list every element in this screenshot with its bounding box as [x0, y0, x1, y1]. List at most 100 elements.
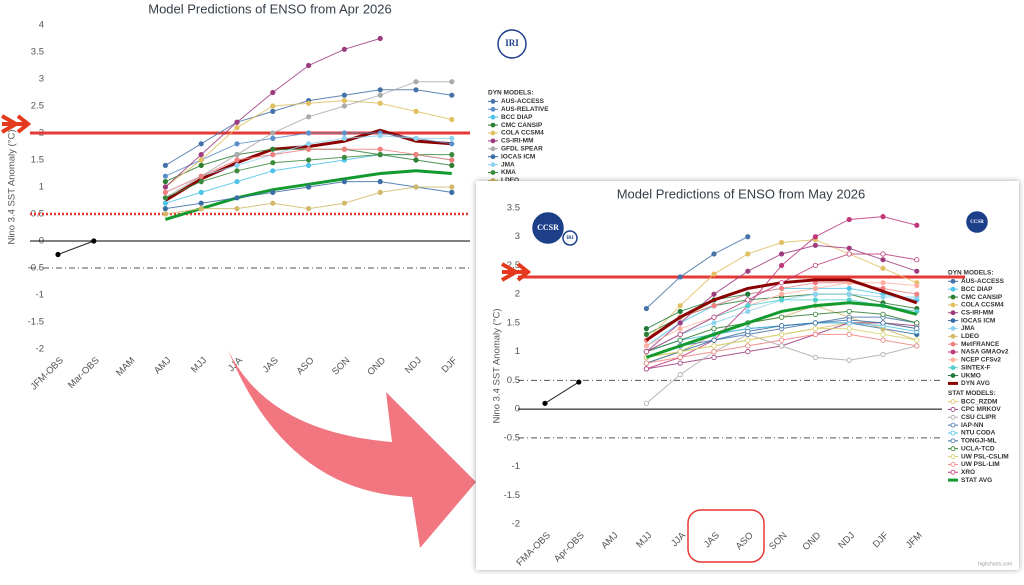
point [745, 337, 751, 343]
logo [532, 212, 564, 244]
point [91, 238, 97, 244]
point [914, 326, 920, 332]
x-tick-label: AMJ [152, 355, 173, 376]
point [745, 297, 751, 303]
y-tick-label: 3.5 [507, 203, 520, 214]
legend-marker [490, 170, 496, 175]
x-tick-label: DJF [440, 355, 460, 375]
point [198, 189, 204, 195]
point [914, 291, 920, 297]
point [305, 206, 312, 212]
point [341, 146, 347, 152]
point [711, 354, 717, 360]
credit: highcharts.com [978, 561, 1012, 567]
point [234, 168, 240, 174]
x-tick-label: SON [330, 355, 352, 377]
legend-marker [950, 326, 956, 331]
legend-label: TONGJI-ML [961, 438, 997, 445]
point [711, 337, 717, 343]
legend-marker [490, 138, 496, 144]
point [846, 291, 852, 297]
point [846, 245, 852, 251]
legend-label: UKMO [961, 372, 981, 379]
point [234, 206, 240, 212]
point [711, 303, 717, 309]
point [778, 239, 785, 246]
point [812, 331, 819, 337]
point [162, 206, 168, 212]
point [846, 331, 852, 337]
y-tick-label: 1 [515, 346, 520, 357]
legend-marker [950, 430, 956, 436]
point [812, 242, 819, 248]
legend-label: IOCAS ICM [501, 153, 535, 160]
legend-label: CS-IRI-MM [961, 309, 994, 316]
point [449, 135, 455, 141]
y-tick-label: -1 [36, 290, 44, 301]
legend-label: UW PSL-CSLIM [961, 453, 1009, 460]
pointer-arrow [501, 262, 532, 282]
point [198, 173, 204, 179]
point [880, 351, 886, 358]
point [914, 337, 920, 343]
series-line [645, 301, 918, 359]
point [198, 200, 204, 206]
point [677, 354, 683, 360]
point [377, 35, 383, 42]
x-tick-label: Mar-OBS [66, 355, 102, 391]
point [198, 152, 204, 158]
pointer-arrow [1, 114, 32, 134]
point [576, 379, 582, 385]
point [778, 331, 785, 337]
y-tick-label: -2 [36, 344, 44, 355]
legend-marker [950, 357, 956, 363]
y-tick-label: 1.5 [31, 155, 44, 166]
point [914, 268, 920, 274]
y-tick-label: -0.5 [504, 432, 520, 443]
y-tick-label: 0 [515, 404, 520, 415]
logo-text: IRI [566, 236, 574, 241]
point [449, 116, 455, 123]
legend-marker [950, 365, 956, 371]
point [341, 103, 347, 109]
point [677, 274, 683, 280]
point [305, 114, 312, 120]
point [846, 357, 852, 363]
legend-label: CSU CLIPR [961, 414, 996, 421]
point [914, 257, 920, 263]
point [377, 189, 383, 195]
point [162, 179, 168, 185]
point [643, 331, 650, 337]
point [812, 354, 819, 360]
legend-label: GFDL SPEAR [501, 146, 543, 153]
legend-label: MetFRANCE [961, 341, 1000, 348]
point [449, 157, 455, 163]
point [880, 294, 886, 300]
legend-label: CPC MRKOV [961, 406, 1001, 413]
point [711, 291, 717, 297]
legend-label: KMA [501, 169, 516, 176]
x-tick-label: JAS [261, 355, 281, 375]
legend-marker [490, 146, 496, 152]
legend-marker [950, 349, 956, 355]
point [449, 189, 455, 195]
point [305, 157, 312, 163]
legend-marker [950, 399, 956, 405]
point [745, 303, 751, 309]
y-tick-label: 3 [39, 74, 44, 85]
point [270, 108, 276, 115]
point [270, 89, 276, 96]
legend-header: DYN MODELS: [948, 270, 994, 277]
legend-marker [950, 407, 956, 412]
point [305, 141, 312, 147]
legend-marker [950, 438, 956, 444]
point [542, 400, 548, 406]
point [162, 211, 168, 217]
legend-marker [490, 114, 496, 120]
legend-label: NCEP CFSv2 [961, 357, 1001, 364]
point [880, 311, 886, 317]
point [846, 326, 852, 332]
legend-label: CMC CANSIP [961, 294, 1003, 301]
point [234, 119, 240, 125]
